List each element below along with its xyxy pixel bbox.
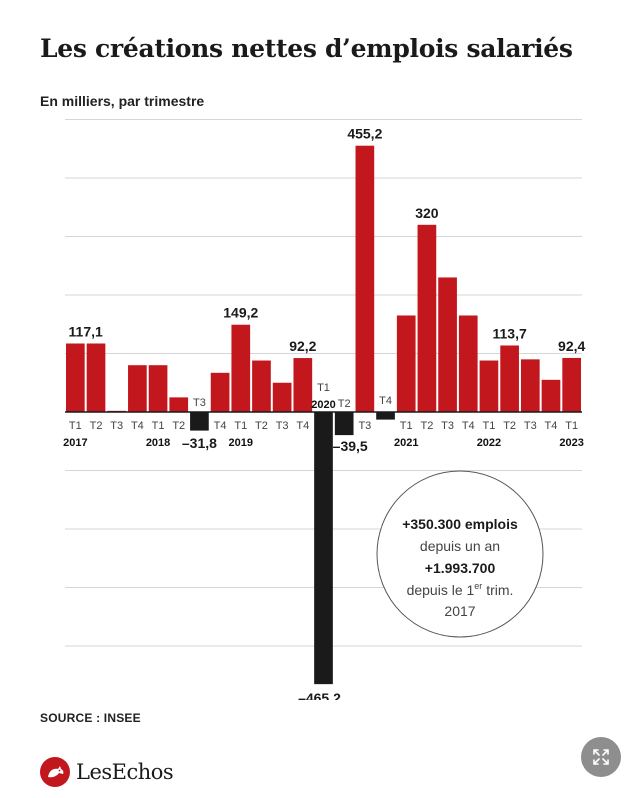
year-label: 2017 xyxy=(63,437,87,449)
x-tick-label: T2 xyxy=(503,420,516,432)
bar-t1-2017 xyxy=(66,343,85,412)
data-label: 113,7 xyxy=(492,325,526,341)
x-tick-label: T2 xyxy=(172,420,185,432)
bar-t3-2019 xyxy=(272,382,292,412)
les-echos-logo: LesEchos xyxy=(40,757,174,787)
bar-t1-2019 xyxy=(231,324,251,412)
x-tick-label: T1 xyxy=(317,382,330,394)
x-tick-label: T1 xyxy=(234,420,247,432)
data-label: 320 xyxy=(415,205,439,221)
x-tick-label: T1 xyxy=(152,420,165,432)
bar-chart: 117,1 –31,8 149,2 92,2 –465,2 –39,5 455,2 320 11… xyxy=(63,119,586,700)
callout-line5: 2017 xyxy=(444,603,475,619)
bar-t4-2020 xyxy=(376,412,395,420)
x-tick-label: T4 xyxy=(379,395,392,407)
expand-arrows-icon xyxy=(593,749,609,765)
bar-t3-2022 xyxy=(520,359,540,412)
bar-t1-2021 xyxy=(396,315,416,412)
year-label: 2018 xyxy=(146,437,170,449)
value-labels: 117,1 –31,8 149,2 92,2 –465,2 –39,5 455,2 320 11… xyxy=(69,126,586,700)
bar-t2-2022 xyxy=(500,345,519,412)
x-tick-label: T4 xyxy=(462,420,475,432)
data-label: –39,5 xyxy=(333,438,368,454)
x-tick-label: T3 xyxy=(524,420,537,432)
x-tick-label: T2 xyxy=(255,420,268,432)
callout: +350.300 emplois depuis un an +1.993.700… xyxy=(376,470,544,638)
expand-button[interactable] xyxy=(581,737,621,777)
bar-t1-2020 xyxy=(314,412,333,685)
callout-line1: +350.300 emplois xyxy=(402,516,518,532)
x-tick-label: T4 xyxy=(214,420,227,432)
data-label: 92,2 xyxy=(289,338,316,354)
chart-title: Les créations nettes d’emplois salariés xyxy=(40,34,573,63)
x-tick-label: T1 xyxy=(400,420,413,432)
data-label: –465,2 xyxy=(298,690,341,700)
data-label: 92,4 xyxy=(558,338,585,354)
bar-t4-2017 xyxy=(128,365,147,412)
x-tick-label: T3 xyxy=(276,420,289,432)
x-tick-label: T3 xyxy=(110,420,123,432)
bar-t2-2019 xyxy=(252,360,271,412)
x-tick-label: T4 xyxy=(296,420,309,432)
rooster-logo-icon xyxy=(40,757,70,787)
bar-t4-2018 xyxy=(210,372,230,412)
bar-t4-2021 xyxy=(458,315,478,412)
year-label: 2019 xyxy=(229,437,253,449)
x-tick-label: T3 xyxy=(358,420,371,432)
callout-line2: depuis un an xyxy=(420,538,500,554)
bar-t1-2023 xyxy=(562,357,581,412)
data-label: 455,2 xyxy=(347,126,382,142)
data-label: –31,8 xyxy=(182,435,217,451)
bar-t1-2018 xyxy=(148,365,168,412)
bar-t4-2019 xyxy=(293,358,313,412)
callout-circle xyxy=(376,470,544,638)
x-tick-label: T4 xyxy=(545,420,558,432)
data-label: 117,1 xyxy=(69,323,103,339)
x-tick-label: T3 xyxy=(193,397,206,409)
source-note: SOURCE : INSEE xyxy=(40,711,141,725)
x-tick-label: T2 xyxy=(338,398,351,410)
x-tick-label: T4 xyxy=(131,420,144,432)
x-tick-label: T3 xyxy=(441,420,454,432)
bar-t3-2018 xyxy=(190,412,209,431)
bars xyxy=(65,145,582,685)
year-label: 2021 xyxy=(394,437,418,449)
year-label: 2022 xyxy=(477,437,501,449)
x-axis-labels: T1 T2 T3 T4 T1 T2 T3 T4 T1 T2 T3 T4 T1 T2 T3 T4 T1 T2 T3 T4… xyxy=(63,382,584,449)
bar-t2-2018 xyxy=(169,397,189,412)
year-label: 2020 xyxy=(311,399,335,411)
bar-t1-2022 xyxy=(479,360,499,412)
bar-t4-2022 xyxy=(541,379,561,412)
data-label: 149,2 xyxy=(223,305,258,321)
bar-t2-2017 xyxy=(86,343,106,412)
x-tick-label: T1 xyxy=(565,420,578,432)
bar-t3-2021 xyxy=(438,277,457,412)
logo-text: LesEchos xyxy=(76,760,174,784)
x-tick-label: T1 xyxy=(69,420,82,432)
year-label: 2023 xyxy=(559,437,583,449)
x-tick-label: T1 xyxy=(483,420,496,432)
x-tick-label: T2 xyxy=(90,420,103,432)
callout-line4: depuis le 1er trim. xyxy=(407,581,514,598)
x-tick-label: T2 xyxy=(420,420,433,432)
bar-t2-2021 xyxy=(417,224,437,412)
callout-line3: +1.993.700 xyxy=(425,560,496,576)
bar-t3-2020 xyxy=(355,145,375,412)
bar-t2-2020 xyxy=(334,412,354,436)
chart-subtitle: En milliers, par trimestre xyxy=(40,93,205,109)
